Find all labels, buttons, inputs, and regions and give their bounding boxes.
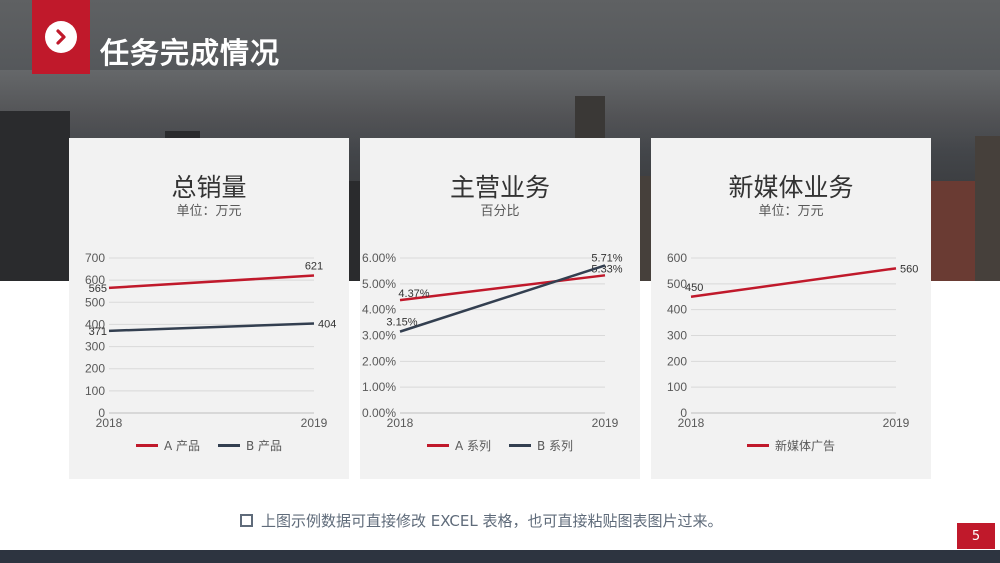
series-line — [399, 264, 606, 333]
page-title: 任务完成情况 — [100, 36, 281, 70]
series-line — [690, 267, 897, 298]
legend-swatch — [508, 444, 531, 447]
y-tick-label: 6.00% — [362, 251, 396, 265]
chart-legend: 新媒体广告 — [651, 437, 931, 454]
y-tick-label: 1.00% — [362, 380, 396, 394]
legend-label: B 产品 — [245, 439, 283, 453]
skyline-building — [930, 181, 975, 281]
y-tick-label: 2.00% — [362, 354, 396, 368]
y-tick-label: 4.00% — [362, 303, 396, 317]
legend-item: B 产品 — [217, 437, 283, 454]
series-line — [399, 274, 606, 302]
line-chart: 0 100 200 300 400 500 600 700 2018 2019 565 621 371 4… — [85, 251, 336, 430]
legend-label: B 系列 — [536, 439, 574, 453]
legend-label: A 产品 — [163, 439, 200, 453]
chart-card-new-media: 新媒体业务 单位：万元 0 100 200 300 400 500 600 2018 2019 4… — [651, 138, 931, 479]
legend-swatch — [217, 444, 240, 447]
y-tick-label: 700 — [85, 251, 105, 265]
x-tick-label: 2019 — [592, 416, 619, 430]
title-badge — [32, 0, 90, 74]
data-label: 560 — [900, 263, 918, 275]
chart-subtitle: 百分比 — [480, 204, 520, 219]
series-line — [108, 274, 315, 290]
footnote: 上图示例数据可直接修改 EXCEL 表格，也可直接粘贴图表图片过来。 — [240, 510, 723, 531]
x-tick-label: 2018 — [96, 416, 123, 430]
chart-legend: A 系列 B 系列 — [360, 437, 640, 454]
data-label: 565 — [89, 283, 107, 295]
y-tick-label: 200 — [667, 354, 687, 368]
legend-label: 新媒体广告 — [774, 439, 835, 453]
footnote-text: 上图示例数据可直接修改 EXCEL 表格，也可直接粘贴图表图片过来。 — [261, 512, 723, 530]
chart-legend: A 产品 B 产品 — [69, 437, 349, 454]
x-tick-label: 2018 — [678, 416, 705, 430]
x-tick-label: 2019 — [883, 416, 910, 430]
legend-item: A 产品 — [135, 437, 200, 454]
chart-title: 新媒体业务 — [728, 173, 854, 202]
chart-subtitle: 单位：万元 — [758, 204, 824, 219]
chevron-right-circle-icon — [45, 21, 77, 53]
line-chart: 0 100 200 300 400 500 600 2018 2019 450 560 — [667, 251, 918, 430]
legend-swatch — [746, 444, 769, 447]
data-label: 371 — [89, 326, 107, 338]
y-tick-label: 500 — [85, 295, 105, 309]
chart-title: 主营业务 — [449, 173, 550, 202]
data-label: 4.37% — [398, 288, 429, 300]
y-tick-label: 200 — [85, 362, 105, 376]
x-tick-label: 2019 — [301, 416, 328, 430]
y-tick-label: 400 — [667, 303, 687, 317]
legend-item: A 系列 — [426, 437, 491, 454]
hollow-square-icon — [240, 514, 253, 527]
y-tick-label: 500 — [667, 277, 687, 291]
data-label: 5.71% — [591, 252, 622, 264]
y-tick-label: 0 — [680, 406, 687, 420]
y-tick-label: 100 — [85, 384, 105, 398]
line-chart: 0.00% 1.00% 2.00% 3.00% 4.00% 5.00% 6.00% 2018 2… — [362, 251, 623, 430]
y-tick-label: 3.00% — [362, 329, 396, 343]
y-tick-label: 0 — [98, 406, 105, 420]
chart-title: 总销量 — [171, 173, 247, 202]
y-tick-label: 300 — [85, 340, 105, 354]
y-tick-label: 100 — [667, 380, 687, 394]
legend-swatch — [426, 444, 449, 447]
data-label: 621 — [305, 260, 323, 272]
x-tick-label: 2018 — [387, 416, 414, 430]
chart-card-total-sales: 总销量 单位：万元 0 100 200 300 400 500 600 700 2018 2019… — [69, 138, 349, 479]
legend-item: B 系列 — [508, 437, 574, 454]
skyline-building — [0, 111, 70, 281]
y-tick-label: 400 — [85, 317, 105, 331]
y-tick-label: 300 — [667, 329, 687, 343]
page-number: 5 — [957, 523, 995, 549]
footer-bar — [0, 550, 1000, 563]
legend-item: 新媒体广告 — [746, 437, 835, 454]
chart-subtitle: 单位：万元 — [176, 204, 242, 219]
skyline-building — [975, 136, 1000, 281]
y-tick-label: 0.00% — [362, 406, 396, 420]
data-label: 450 — [685, 282, 703, 294]
y-tick-label: 600 — [667, 251, 687, 265]
data-label: 3.15% — [386, 317, 417, 329]
y-tick-label: 5.00% — [362, 277, 396, 291]
legend-swatch — [135, 444, 158, 447]
data-label: 404 — [318, 319, 336, 331]
legend-label: A 系列 — [454, 439, 491, 453]
chart-card-main-business: 主营业务 百分比 0.00% 1.00% 2.00% 3.00% 4.00% 5.00% 6… — [360, 138, 640, 479]
series-line — [108, 322, 315, 333]
y-tick-label: 600 — [85, 273, 105, 287]
